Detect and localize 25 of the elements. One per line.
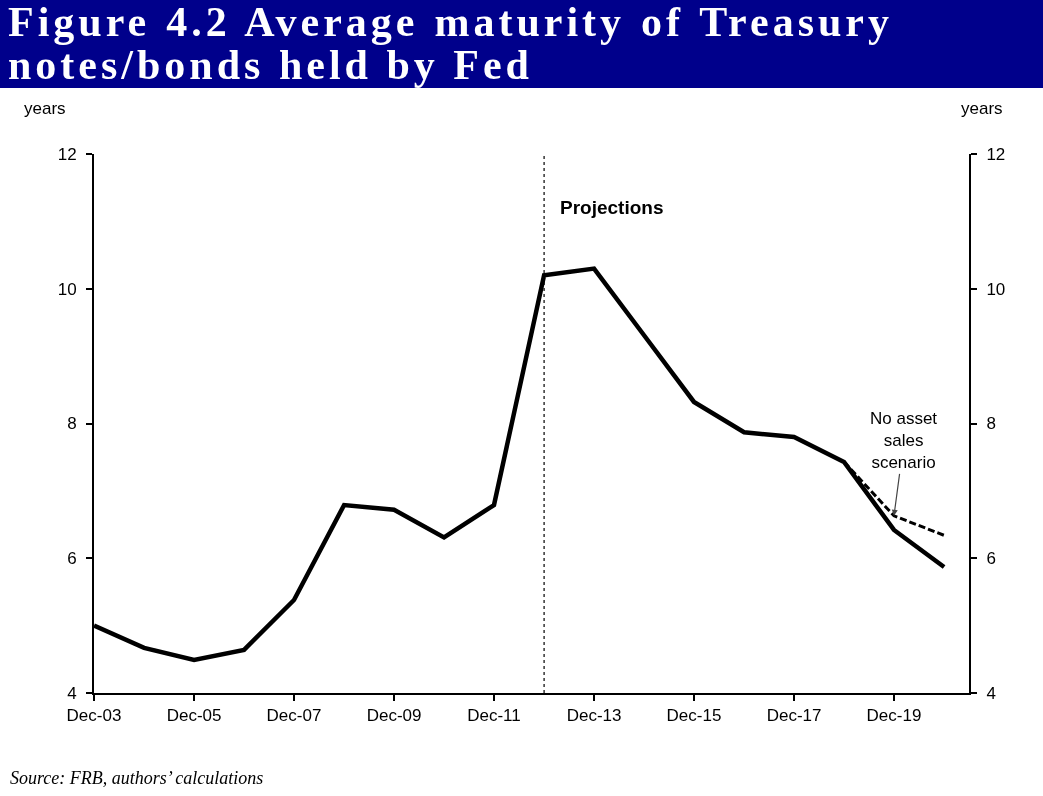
annotation: Projections <box>560 197 664 218</box>
chart-title: Figure 4.2 Average maturity of Treasury notes/bonds held by Fed <box>0 0 1043 88</box>
y-tick-label: 4 <box>67 683 77 703</box>
x-tick-label: Dec-17 <box>766 706 822 726</box>
y2-tick-label: 6 <box>986 549 996 569</box>
y-axis-title: years <box>24 99 66 118</box>
x-tick-label: Dec-03 <box>66 706 122 726</box>
y-tick-label: 6 <box>67 549 77 569</box>
annotation: No asset sales scenario <box>870 409 938 473</box>
x-tick-label: Dec-13 <box>566 706 622 726</box>
x-tick-label: Dec-15 <box>666 706 722 726</box>
y2-axis-title: years <box>961 99 1003 118</box>
x-tick-label: Dec-09 <box>366 706 422 726</box>
y2-tick-label: 8 <box>986 414 996 434</box>
source-note: Source: FRB, authors’ calculations <box>10 768 264 788</box>
y-tick-label: 12 <box>57 144 77 164</box>
y2-tick-label: 4 <box>986 683 996 703</box>
x-tick-label: Dec-07 <box>266 706 322 726</box>
y-tick-label: 8 <box>67 414 77 434</box>
x-tick-label: Dec-11 <box>467 706 521 726</box>
y-tick-label: 10 <box>57 279 77 299</box>
y2-tick-label: 10 <box>986 279 1006 299</box>
x-tick-label: Dec-05 <box>166 706 222 726</box>
x-tick-label: Dec-19 <box>866 706 922 726</box>
y2-tick-label: 12 <box>986 144 1006 164</box>
